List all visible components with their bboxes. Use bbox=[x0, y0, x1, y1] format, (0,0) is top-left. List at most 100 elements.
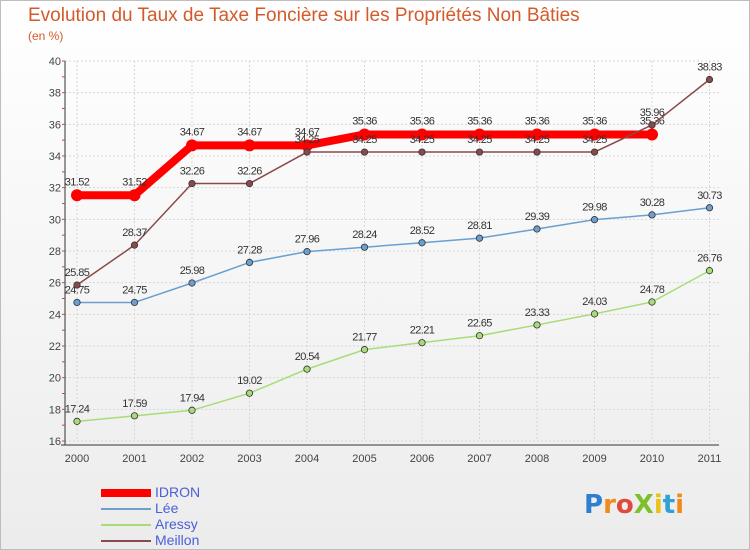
data-label: 26.76 bbox=[697, 253, 722, 265]
data-point bbox=[705, 267, 714, 275]
data-label: 29.39 bbox=[525, 211, 550, 223]
x-tick-label: 2000 bbox=[65, 453, 89, 465]
data-point bbox=[648, 298, 656, 306]
series-line bbox=[76, 269, 710, 423]
y-tick-label: 22 bbox=[49, 341, 61, 353]
data-point bbox=[71, 189, 83, 202]
data-point bbox=[418, 339, 426, 347]
series-line bbox=[77, 207, 710, 304]
y-tick-label: 18 bbox=[49, 404, 61, 416]
brand-letter: i bbox=[675, 490, 685, 520]
data-label: 34.25 bbox=[410, 134, 435, 146]
data-point bbox=[73, 298, 81, 307]
x-tick-label: 2008 bbox=[525, 453, 549, 465]
data-label: 35.36 bbox=[525, 115, 550, 127]
y-tick-label: 32 bbox=[49, 183, 61, 195]
data-label: 22.21 bbox=[410, 325, 435, 337]
data-label: 22.65 bbox=[467, 318, 492, 330]
data-point bbox=[418, 148, 426, 156]
brand-logo: ProXiti bbox=[584, 490, 684, 520]
data-point bbox=[418, 239, 426, 247]
x-tick-label: 2006 bbox=[410, 453, 434, 465]
x-tick-label: 2009 bbox=[582, 453, 606, 465]
data-label: 17.24 bbox=[65, 403, 90, 415]
data-point bbox=[358, 128, 371, 141]
x-tick-label: 2005 bbox=[352, 453, 376, 465]
x-tick-label: 2007 bbox=[467, 453, 491, 465]
legend-swatch bbox=[101, 524, 151, 526]
legend-label: Lée bbox=[155, 500, 179, 516]
y-tick-label: 26 bbox=[49, 278, 61, 290]
legend-label: Meillon bbox=[155, 532, 200, 548]
data-point bbox=[473, 128, 486, 141]
data-label: 27.28 bbox=[237, 244, 262, 256]
data-point bbox=[73, 281, 81, 289]
data-label: 32.26 bbox=[237, 166, 262, 178]
data-label: 35.96 bbox=[640, 107, 665, 119]
data-label: 19.02 bbox=[237, 375, 262, 387]
data-point bbox=[705, 75, 714, 84]
y-tick-label: 34 bbox=[49, 151, 61, 163]
data-point bbox=[360, 148, 369, 156]
data-label: 20.54 bbox=[295, 351, 320, 363]
y-tick-label: 28 bbox=[49, 246, 61, 258]
legend-label: Aressy bbox=[155, 516, 198, 532]
data-point bbox=[648, 121, 656, 129]
legend-swatch bbox=[101, 489, 151, 497]
data-point bbox=[475, 148, 484, 156]
data-point bbox=[245, 389, 254, 397]
series-aressy: 17.24 17.59 17.94 19.02 20.54 21.77 22.21 22.65… bbox=[65, 253, 723, 425]
data-label: 34.67 bbox=[237, 126, 262, 138]
data-point bbox=[475, 234, 484, 242]
data-label: 25.98 bbox=[180, 265, 205, 277]
data-label: 32.26 bbox=[180, 166, 205, 178]
brand-letter: X bbox=[633, 490, 654, 520]
data-point bbox=[128, 189, 141, 202]
data-point bbox=[130, 241, 139, 249]
data-label: 28.24 bbox=[352, 229, 377, 241]
data-point bbox=[588, 128, 601, 141]
data-point bbox=[416, 128, 428, 141]
data-label: 29.98 bbox=[582, 202, 607, 214]
data-point bbox=[705, 204, 714, 212]
data-label: 34.67 bbox=[180, 126, 205, 138]
y-tick-label: 20 bbox=[49, 373, 61, 385]
data-label: 21.77 bbox=[352, 332, 377, 344]
data-label: 34.25 bbox=[352, 134, 377, 146]
chart-title: Evolution du Taux de Taxe Foncière sur l… bbox=[28, 5, 580, 26]
x-tick-label: 2002 bbox=[180, 453, 204, 465]
chart-subtitle: (en %) bbox=[28, 29, 64, 43]
data-point bbox=[533, 225, 541, 233]
data-label: 23.33 bbox=[525, 307, 550, 319]
data-point bbox=[303, 248, 311, 256]
data-label: 28.37 bbox=[122, 227, 147, 239]
brand-letter: o bbox=[615, 490, 634, 520]
data-label: 24.78 bbox=[640, 284, 665, 296]
data-point bbox=[360, 346, 369, 354]
series-lée: 24.75 24.75 25.98 27.28 27.96 28.24 28.52 28.81… bbox=[65, 190, 723, 307]
series-line bbox=[76, 78, 710, 286]
legend-label: IDRON bbox=[155, 484, 201, 500]
data-label: 35.36 bbox=[410, 115, 435, 127]
data-label: 35.36 bbox=[467, 115, 492, 127]
data-label: 35.36 bbox=[352, 115, 377, 127]
data-point bbox=[531, 128, 543, 141]
data-point bbox=[303, 365, 311, 373]
data-point bbox=[646, 128, 658, 141]
y-tick-label: 40 bbox=[49, 56, 61, 68]
series-idron: 31.52 31.52 34.67 34.67 34.67 35.36 35.36 35.36… bbox=[65, 115, 665, 202]
data-point bbox=[648, 211, 656, 219]
data-label: 31.52 bbox=[122, 176, 147, 188]
data-point bbox=[590, 310, 599, 318]
data-label: 34.25 bbox=[295, 134, 320, 146]
data-point bbox=[533, 148, 541, 156]
data-label: 24.03 bbox=[582, 296, 607, 308]
x-tick-label: 2003 bbox=[237, 453, 261, 465]
data-point bbox=[130, 298, 139, 307]
x-tick-label: 2010 bbox=[640, 453, 664, 465]
data-point bbox=[301, 139, 313, 152]
series-meillon: 25.85 28.37 32.26 32.26 34.25 34.25 34.25 34.25… bbox=[65, 62, 723, 289]
data-label: 24.75 bbox=[122, 284, 147, 296]
data-point bbox=[130, 412, 139, 420]
